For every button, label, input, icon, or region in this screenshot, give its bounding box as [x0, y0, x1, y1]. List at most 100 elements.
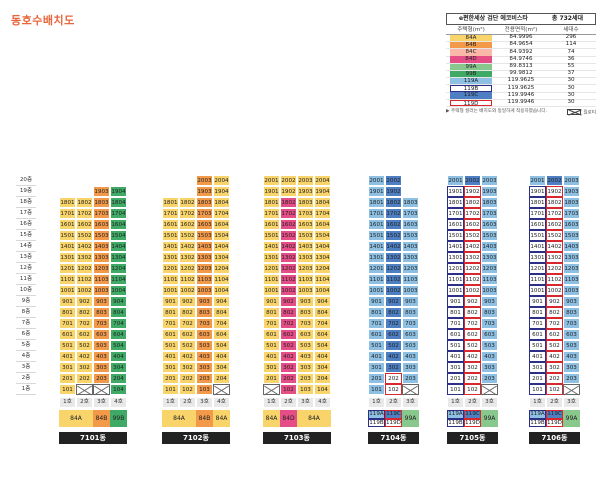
unit-cell[interactable]: 1003	[481, 285, 498, 296]
unit-cell[interactable]: 702	[76, 318, 93, 329]
unit-cell[interactable]: 1202	[280, 263, 297, 274]
unit-cell[interactable]: 1103	[93, 274, 110, 285]
unit-cell[interactable]: 1804	[213, 197, 230, 208]
unit-cell[interactable]: 302	[546, 362, 563, 373]
unit-cell[interactable]: 1204	[213, 263, 230, 274]
unit-cell[interactable]: 901	[529, 296, 546, 307]
unit-cell[interactable]: 1302	[464, 252, 481, 263]
unit-cell[interactable]: 2002	[385, 175, 402, 186]
unit-cell[interactable]: 1001	[529, 285, 546, 296]
unit-cell[interactable]: 401	[162, 351, 179, 362]
unit-cell[interactable]: 802	[385, 307, 402, 318]
unit-cell[interactable]: 2001	[368, 175, 385, 186]
unit-cell[interactable]: 1402	[385, 241, 402, 252]
unit-cell[interactable]: 1701	[162, 208, 179, 219]
unit-cell[interactable]: 1903	[93, 186, 110, 197]
unit-cell[interactable]: 801	[59, 307, 76, 318]
unit-cell[interactable]: 603	[93, 329, 110, 340]
unit-cell[interactable]: 301	[59, 362, 76, 373]
unit-cell[interactable]: 1803	[481, 197, 498, 208]
unit-cell[interactable]: 1302	[385, 252, 402, 263]
unit-cell[interactable]: 1401	[162, 241, 179, 252]
unit-cell[interactable]: 704	[213, 318, 230, 329]
unit-cell[interactable]: 503	[93, 340, 110, 351]
unit-cell[interactable]: 1903	[297, 186, 314, 197]
unit-cell[interactable]: 703	[481, 318, 498, 329]
unit-cell[interactable]: 203	[402, 373, 419, 384]
unit-cell[interactable]: 903	[563, 296, 580, 307]
unit-cell[interactable]: 1802	[280, 197, 297, 208]
unit-cell[interactable]: 301	[263, 362, 280, 373]
unit-cell[interactable]: 1402	[76, 241, 93, 252]
unit-cell[interactable]: 1901	[447, 186, 464, 197]
unit-cell[interactable]: 1702	[385, 208, 402, 219]
unit-cell[interactable]: 701	[162, 318, 179, 329]
unit-cell[interactable]: 1401	[447, 241, 464, 252]
unit-cell[interactable]: 902	[546, 296, 563, 307]
unit-cell[interactable]: 504	[110, 340, 127, 351]
unit-cell[interactable]: 1503	[297, 230, 314, 241]
unit-cell[interactable]: 1801	[59, 197, 76, 208]
unit-cell[interactable]: 1701	[263, 208, 280, 219]
unit-cell[interactable]: 1202	[385, 263, 402, 274]
unit-cell[interactable]: 304	[314, 362, 331, 373]
unit-cell[interactable]: 804	[314, 307, 331, 318]
unit-cell[interactable]: 603	[563, 329, 580, 340]
unit-cell[interactable]: 603	[196, 329, 213, 340]
unit-cell[interactable]: 203	[196, 373, 213, 384]
unit-cell[interactable]: 702	[385, 318, 402, 329]
unit-cell[interactable]: 302	[280, 362, 297, 373]
unit-cell[interactable]: 1602	[280, 219, 297, 230]
unit-cell[interactable]: 1002	[280, 285, 297, 296]
unit-cell[interactable]: 902	[280, 296, 297, 307]
unit-cell[interactable]: 303	[481, 362, 498, 373]
unit-cell[interactable]: 401	[368, 351, 385, 362]
unit-cell[interactable]: 1603	[196, 219, 213, 230]
unit-cell[interactable]: 1302	[546, 252, 563, 263]
unit-cell[interactable]: 102	[464, 384, 481, 395]
unit-cell[interactable]: 1102	[385, 274, 402, 285]
unit-cell[interactable]: 1201	[368, 263, 385, 274]
unit-cell[interactable]: 301	[368, 362, 385, 373]
unit-cell[interactable]: 1503	[196, 230, 213, 241]
unit-cell[interactable]: 1502	[546, 230, 563, 241]
unit-cell[interactable]: 1104	[314, 274, 331, 285]
unit-cell[interactable]: 1504	[314, 230, 331, 241]
unit-cell[interactable]: 304	[110, 362, 127, 373]
unit-cell[interactable]: 1402	[179, 241, 196, 252]
unit-cell[interactable]: 1102	[76, 274, 93, 285]
unit-cell[interactable]: 1102	[464, 274, 481, 285]
unit-cell[interactable]: 1304	[213, 252, 230, 263]
unit-cell[interactable]: 1902	[385, 186, 402, 197]
unit-cell[interactable]: 503	[563, 340, 580, 351]
unit-cell[interactable]: 1104	[213, 274, 230, 285]
unit-cell[interactable]: 902	[76, 296, 93, 307]
unit-cell[interactable]: 1203	[481, 263, 498, 274]
unit-cell[interactable]: 904	[314, 296, 331, 307]
unit-cell[interactable]: 601	[447, 329, 464, 340]
unit-cell[interactable]: 101	[529, 384, 546, 395]
unit-cell[interactable]: 204	[314, 373, 331, 384]
unit-cell[interactable]: 303	[297, 362, 314, 373]
unit-cell[interactable]: 1803	[297, 197, 314, 208]
unit-cell[interactable]: 802	[546, 307, 563, 318]
unit-cell[interactable]: 701	[263, 318, 280, 329]
unit-cell[interactable]: 1501	[59, 230, 76, 241]
unit-cell[interactable]: 901	[59, 296, 76, 307]
unit-cell[interactable]: 401	[263, 351, 280, 362]
unit-cell[interactable]: 1301	[162, 252, 179, 263]
unit-cell[interactable]: 502	[546, 340, 563, 351]
unit-cell[interactable]: 1003	[297, 285, 314, 296]
unit-cell[interactable]: 1604	[213, 219, 230, 230]
unit-cell[interactable]: 102	[546, 384, 563, 395]
unit-cell[interactable]: 1203	[402, 263, 419, 274]
unit-cell[interactable]: 503	[481, 340, 498, 351]
unit-cell[interactable]: 1702	[546, 208, 563, 219]
unit-cell[interactable]: 602	[546, 329, 563, 340]
unit-cell[interactable]: 1901	[263, 186, 280, 197]
unit-cell[interactable]: 802	[76, 307, 93, 318]
unit-cell[interactable]: 403	[196, 351, 213, 362]
unit-cell[interactable]: 1402	[464, 241, 481, 252]
unit-cell[interactable]: 1104	[110, 274, 127, 285]
unit-cell[interactable]: 602	[280, 329, 297, 340]
